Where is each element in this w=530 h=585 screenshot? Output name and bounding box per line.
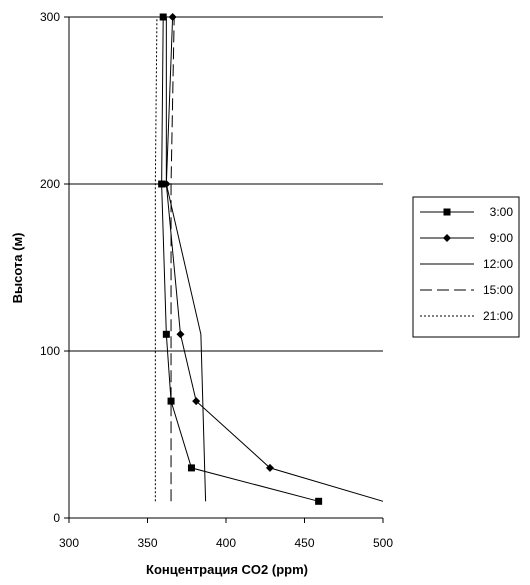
data-point-diamond bbox=[168, 13, 177, 21]
x-tick-label: 450 bbox=[294, 536, 314, 550]
y-tick-label: 300 bbox=[40, 10, 60, 24]
y-tick-label: 100 bbox=[40, 344, 60, 358]
series-3-00 bbox=[158, 13, 323, 505]
axes bbox=[64, 16, 384, 523]
data-point-square bbox=[158, 180, 166, 188]
y-tick-label: 0 bbox=[53, 511, 60, 525]
series-line bbox=[165, 16, 384, 502]
series-12-00 bbox=[165, 17, 207, 502]
data-point-diamond bbox=[176, 330, 185, 339]
data-point-square bbox=[162, 330, 170, 338]
series-line bbox=[161, 16, 319, 502]
data-point-diamond bbox=[265, 463, 274, 472]
x-tick-label: 350 bbox=[137, 536, 157, 550]
data-point-diamond bbox=[443, 234, 451, 242]
legend-label: 21:00 bbox=[483, 309, 513, 323]
legend-label: 3:00 bbox=[490, 205, 514, 219]
legend-label: 15:00 bbox=[483, 283, 513, 297]
series-line bbox=[154, 16, 158, 502]
data-point-square bbox=[315, 497, 323, 505]
data-point-diamond bbox=[192, 397, 201, 406]
legend-label: 12:00 bbox=[483, 257, 513, 271]
data-point-square bbox=[159, 13, 167, 21]
series-15-00 bbox=[170, 16, 175, 502]
x-tick-label: 400 bbox=[216, 536, 236, 550]
series-9-00 bbox=[162, 13, 384, 502]
legend-box bbox=[412, 196, 520, 338]
legend-label: 9:00 bbox=[490, 231, 514, 245]
series-line bbox=[170, 16, 175, 502]
x-tick-label: 300 bbox=[59, 536, 79, 550]
gridlines bbox=[69, 16, 383, 352]
data-point-square bbox=[167, 397, 175, 405]
data-point-square bbox=[443, 208, 451, 216]
series-21-00 bbox=[154, 16, 158, 502]
y-axis-title: Высота (м) bbox=[10, 233, 25, 304]
series bbox=[154, 13, 384, 505]
series-line bbox=[165, 17, 207, 502]
x-axis-title: Концентрация CO2 (ppm) bbox=[146, 562, 308, 577]
tick-labels: 0 100 200 300 300 350 400 450 500 bbox=[40, 10, 393, 550]
legend: 3:00 9:00 12:00 15:00 21:00 bbox=[412, 196, 520, 338]
x-tick-label: 500 bbox=[373, 536, 393, 550]
data-point-square bbox=[187, 464, 195, 472]
y-tick-label: 200 bbox=[40, 177, 60, 191]
